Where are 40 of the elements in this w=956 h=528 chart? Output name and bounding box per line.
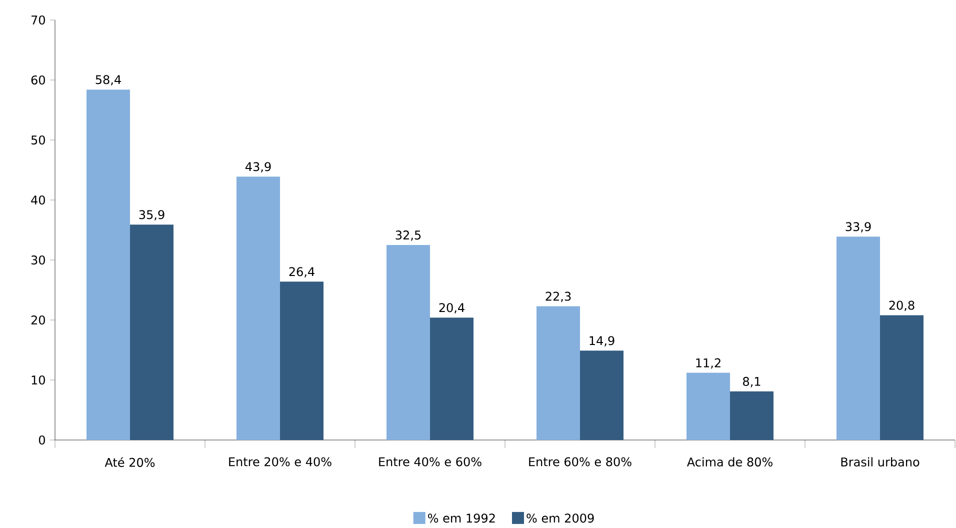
bar	[386, 245, 430, 440]
data-label: 14,9	[590, 336, 614, 346]
y-tick-label: 30	[31, 255, 45, 265]
bar	[236, 176, 280, 440]
bar	[880, 315, 924, 440]
data-label: 43,9	[245, 162, 271, 172]
x-tick-label: Entre 20% e 40%	[229, 457, 332, 466]
data-label: 58,4	[96, 75, 121, 86]
data-label: 35,9	[139, 210, 164, 220]
data-label: 8,1	[743, 376, 760, 388]
bar	[536, 306, 580, 440]
data-label: 32,5	[396, 230, 421, 241]
legend-label: % em 1992	[428, 514, 495, 523]
x-tick-label: Brasil urbano	[841, 457, 920, 466]
y-tick-label: 70	[32, 15, 45, 25]
y-tick-label: 40	[31, 195, 45, 205]
y-tick-label: 20	[31, 315, 45, 325]
y-tick-label: 0	[38, 435, 46, 445]
data-label: 22,3	[546, 292, 571, 302]
data-label: 11,2	[696, 358, 720, 369]
data-label: 20,4	[439, 303, 464, 314]
bar	[86, 90, 130, 440]
bar	[730, 391, 774, 440]
bar	[430, 318, 474, 440]
legend-label: % em 2009	[526, 514, 594, 523]
y-tick-label: 10	[32, 375, 45, 385]
x-tick-label: Entre 40% e 60%	[379, 457, 482, 466]
bar	[686, 372, 730, 440]
data-label: 33,9	[846, 222, 871, 232]
x-tick-label: Entre 60% e 80%	[529, 457, 632, 466]
bar	[280, 282, 324, 440]
bar	[130, 224, 174, 440]
x-tick-label: Até 20%	[104, 457, 155, 467]
data-label: 20,8	[889, 300, 914, 312]
bar	[580, 350, 624, 440]
bar	[836, 236, 880, 440]
x-tick-label: Acima de 80%	[686, 457, 772, 466]
data-label: 26,4	[289, 267, 314, 278]
y-tick-label: 60	[31, 75, 45, 85]
y-tick-label: 50	[31, 135, 45, 145]
